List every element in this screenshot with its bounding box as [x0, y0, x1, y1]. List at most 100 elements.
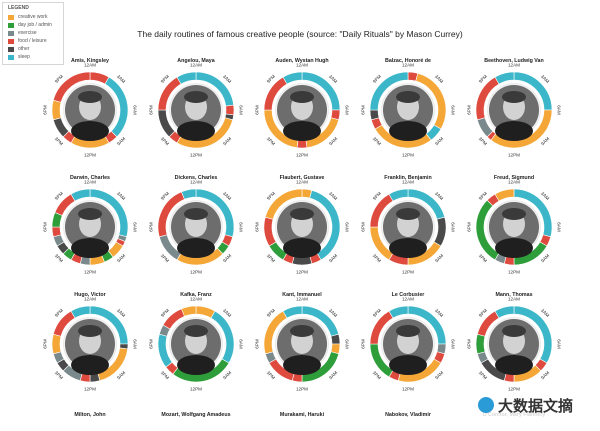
clock-hour-label: 9PM [160, 308, 170, 318]
legend-swatch [8, 14, 14, 20]
clock-hour-label: 6PM [255, 222, 260, 232]
portrait-body [283, 121, 321, 141]
clock-hour-label: 6PM [149, 222, 154, 232]
routine-segment [475, 333, 486, 355]
routine-segment [494, 188, 515, 202]
clock-hour-label: 9PM [160, 74, 170, 84]
clock-hour-label: 6PM [467, 105, 472, 115]
clock-hour-label: 12AM [508, 297, 520, 302]
clock-hour-label: 12AM [190, 297, 202, 302]
clock-hour-label: 6PM [43, 222, 48, 232]
clock-hour-label: 9PM [478, 308, 488, 318]
clock-hour-label: 12AM [296, 63, 308, 68]
clock-hour-label: 12AM [508, 63, 520, 68]
clock-hour-label: 3AM [222, 308, 232, 318]
legend-label: other [18, 46, 30, 52]
clock-hour-label: 3AM [328, 74, 338, 84]
portrait-hair [502, 325, 526, 337]
portrait-photo [65, 319, 115, 375]
portrait-photo [277, 319, 327, 375]
portrait-photo [383, 85, 433, 141]
clock-hour-label: 3AM [434, 74, 444, 84]
clock-hour-label: 6AM [556, 105, 561, 115]
watermark-text: 大数据文摘 [498, 396, 574, 415]
portrait-hair [78, 325, 102, 337]
clock-hour-label: 3AM [222, 191, 232, 201]
clock-hour-label: 3AM [328, 308, 338, 318]
portrait-photo [489, 85, 539, 141]
person-name: Angelou, Maya [177, 58, 214, 64]
portrait-photo [489, 202, 539, 258]
portrait-body [495, 238, 533, 258]
legend-swatch [8, 22, 14, 28]
clock-hour-label: 3AM [540, 308, 550, 318]
portrait-hair [396, 91, 420, 103]
routine-segment [388, 188, 409, 202]
person-name: Nabokov, Vladimir [385, 412, 431, 418]
clock-hour-label: 6PM [43, 339, 48, 349]
clock-hour-label: 9AM [222, 253, 232, 263]
routine-segment [181, 188, 197, 200]
chart-title: The daily routines of famous creative pe… [137, 29, 463, 39]
routine-segment [369, 109, 380, 121]
clock-hour-label: 3PM [266, 370, 276, 380]
portrait-hair [396, 208, 420, 220]
clock-hour-label: 9PM [54, 308, 64, 318]
portrait-body [283, 355, 321, 375]
clock-hour-label: 6PM [361, 222, 366, 232]
clock-hour-label: 9AM [540, 253, 550, 263]
clock-hour-label: 9AM [540, 370, 550, 380]
clock-hour-label: 6AM [238, 105, 243, 115]
portrait-body [177, 121, 215, 141]
portrait-body [71, 121, 109, 141]
clock-hour-label: 6AM [344, 339, 349, 349]
portrait-hair [184, 208, 208, 220]
clock-hour-label: 12PM [402, 153, 414, 158]
portrait-photo [171, 319, 221, 375]
clock-hour-label: 3PM [54, 253, 64, 263]
portrait-hair [184, 91, 208, 103]
legend-item: exercise [8, 29, 58, 37]
clock-hour-label: 12PM [296, 387, 308, 392]
person-name: Hugo, Victor [74, 292, 105, 298]
clock-hour-label: 9PM [160, 191, 170, 201]
portrait-hair [290, 208, 314, 220]
clock-hour-label: 3AM [116, 308, 126, 318]
portrait-body [389, 121, 427, 141]
portrait-body [177, 238, 215, 258]
clock-hour-label: 12AM [190, 63, 202, 68]
clock-hour-label: 6AM [132, 105, 137, 115]
portrait-body [495, 121, 533, 141]
portrait-photo [65, 202, 115, 258]
person-name: Dickens, Charles [175, 175, 218, 181]
portrait-hair [78, 91, 102, 103]
clock-hour-label: 3AM [540, 191, 550, 201]
clock-hour-label: 3PM [478, 136, 488, 146]
legend-label: exercise [18, 30, 37, 36]
clock-hour-label: 3AM [434, 308, 444, 318]
clock-hour-label: 6PM [255, 105, 260, 115]
clock-hour-label: 9AM [540, 136, 550, 146]
person-name: Auden, Wystan Hugh [275, 58, 328, 64]
clock-hour-label: 6AM [238, 222, 243, 232]
clock-hour-label: 9PM [478, 74, 488, 84]
routine-segment [369, 71, 409, 111]
person-name: Mozart, Wolfgang Amadeus [161, 412, 230, 418]
routine-segment [181, 305, 197, 317]
clock-hour-label: 12PM [296, 153, 308, 158]
clock-hour-label: 6AM [450, 339, 455, 349]
clock-hour-label: 6PM [361, 339, 366, 349]
routine-segment [70, 305, 91, 319]
clock-hour-label: 9AM [434, 136, 444, 146]
clock-hour-label: 3PM [478, 370, 488, 380]
clock-hour-label: 12PM [84, 387, 96, 392]
legend-items: creative work day job / admin exercise food… [8, 13, 58, 61]
